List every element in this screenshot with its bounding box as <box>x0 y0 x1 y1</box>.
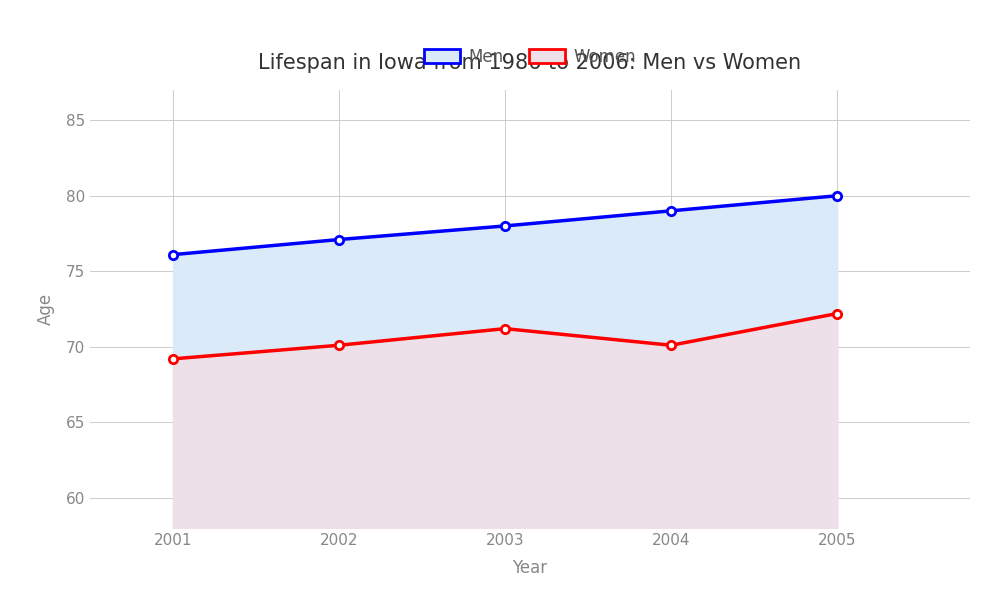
Title: Lifespan in Iowa from 1986 to 2006: Men vs Women: Lifespan in Iowa from 1986 to 2006: Men … <box>258 53 802 73</box>
Legend: Men, Women: Men, Women <box>417 41 643 73</box>
X-axis label: Year: Year <box>512 559 548 577</box>
Y-axis label: Age: Age <box>37 293 55 325</box>
